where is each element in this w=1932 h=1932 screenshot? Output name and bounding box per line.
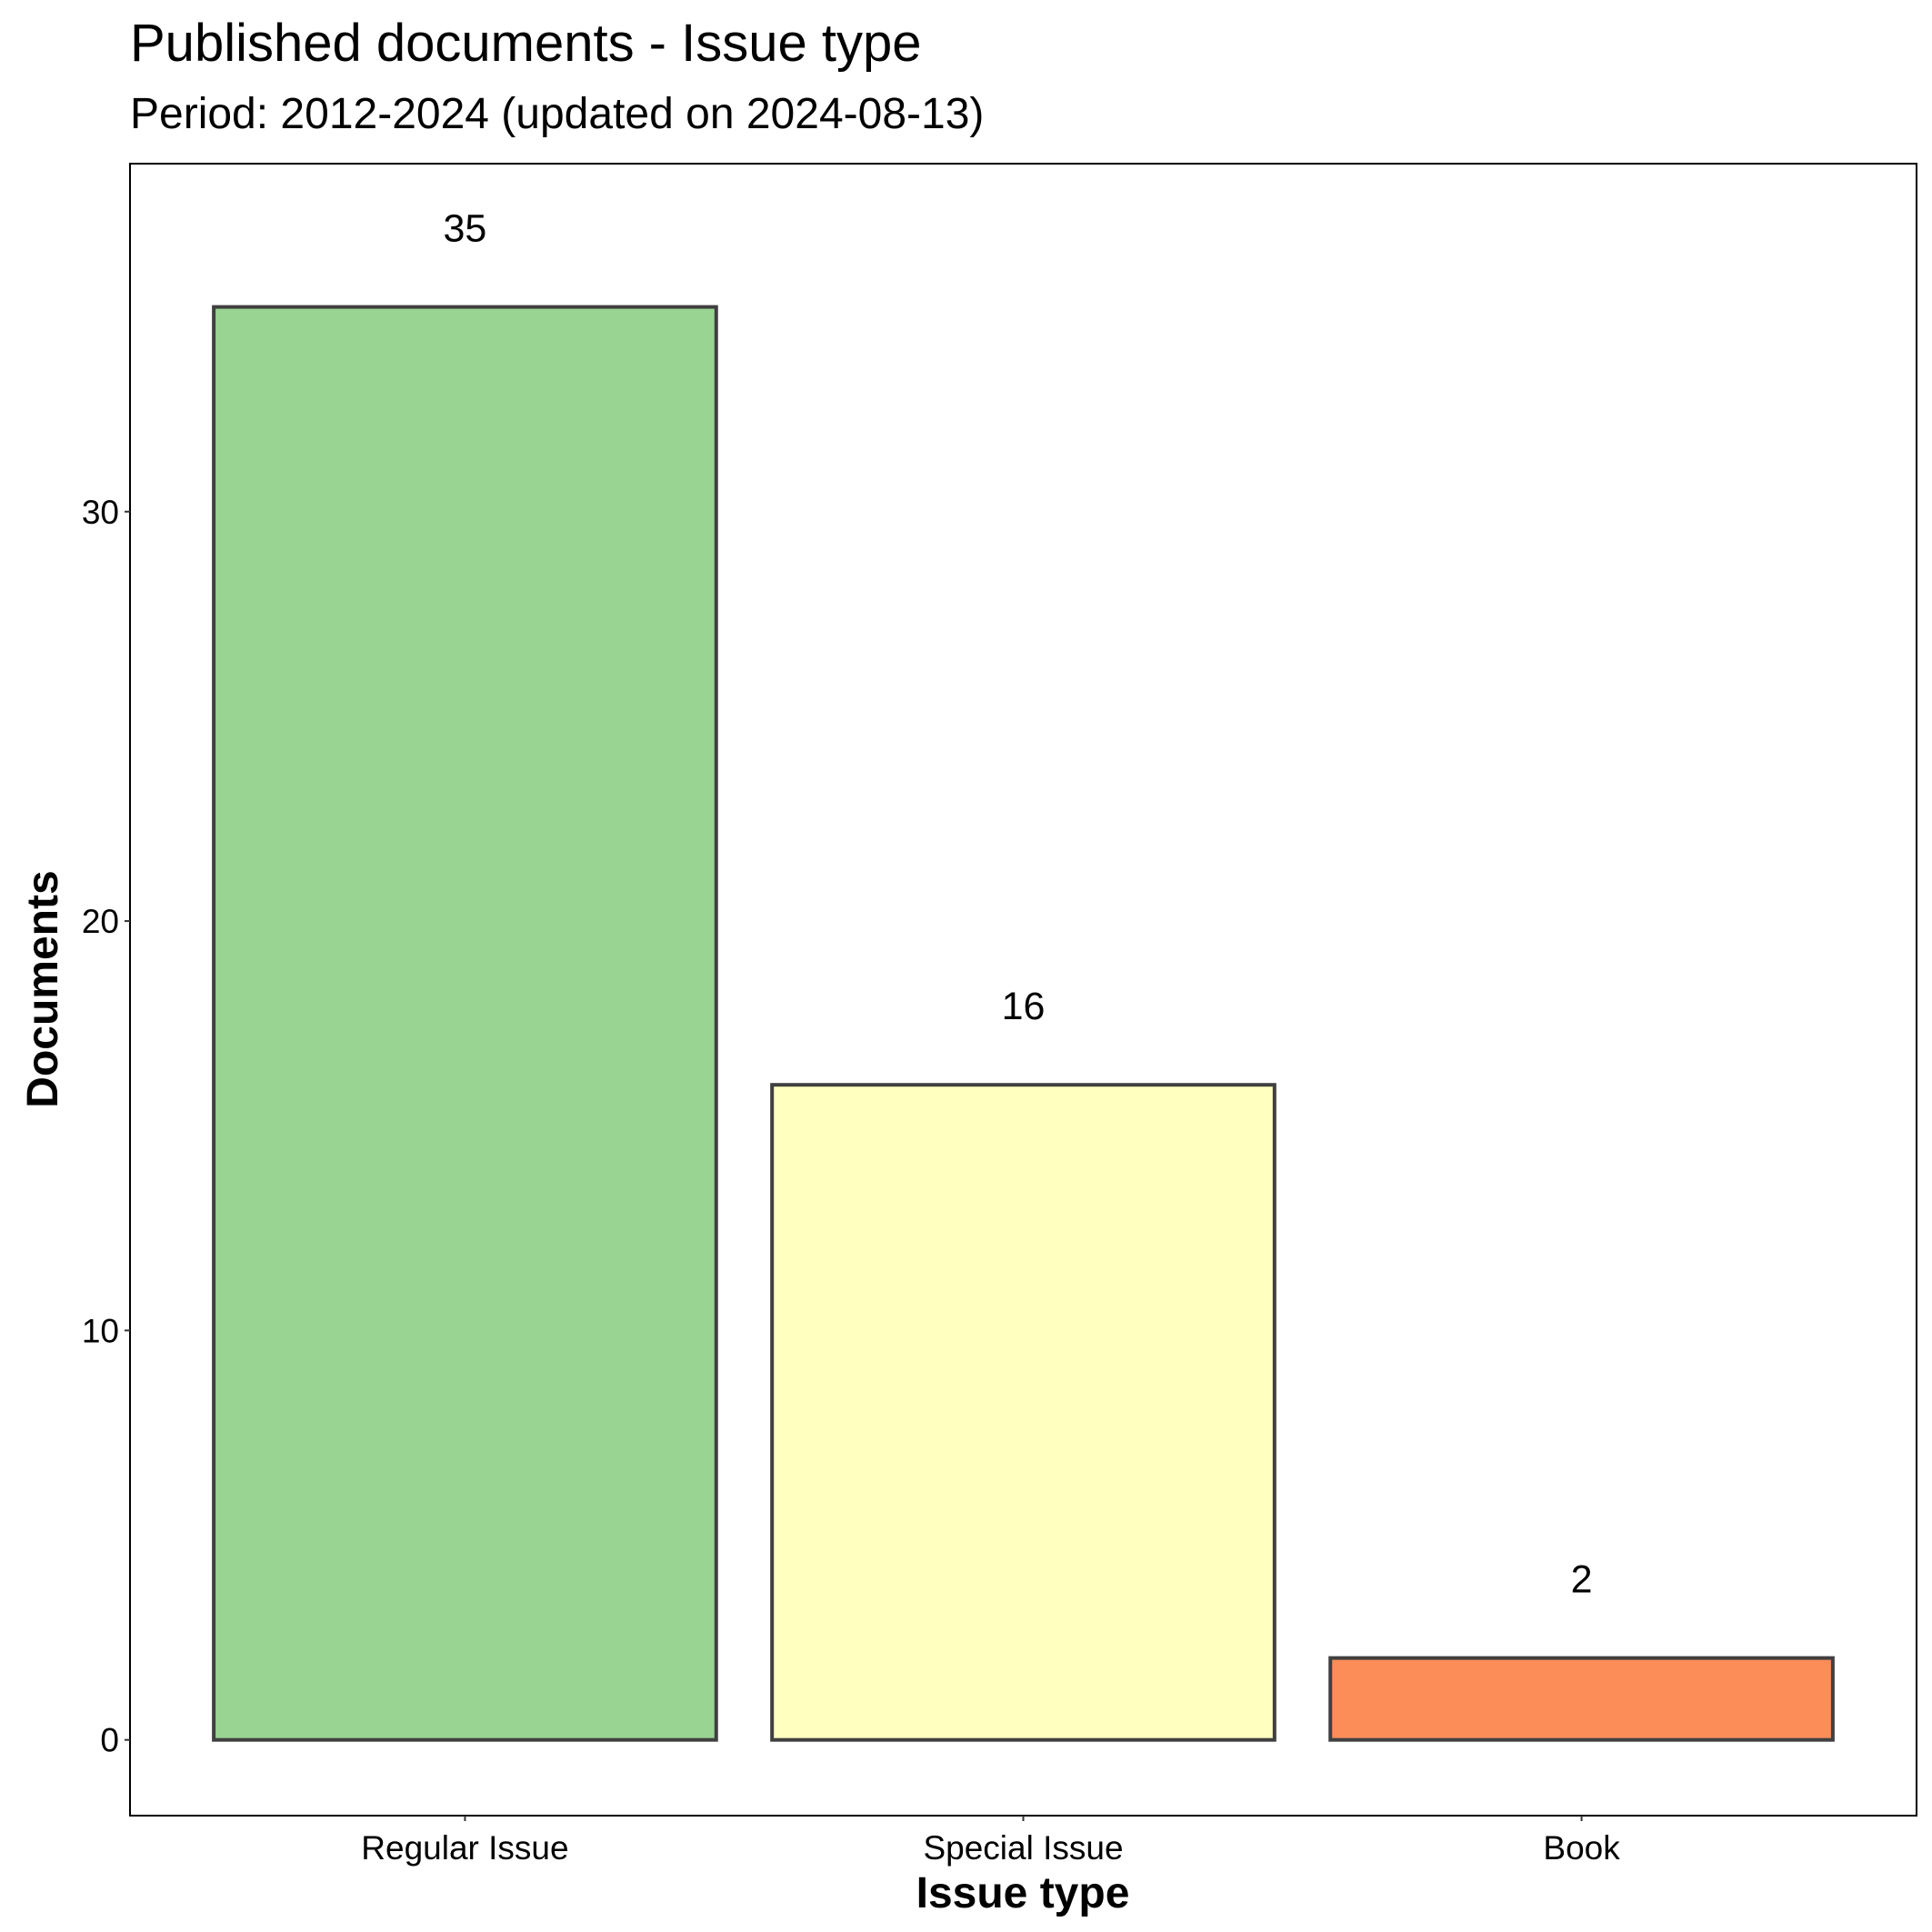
y-tick-label: 30 bbox=[82, 494, 119, 531]
y-tick-label: 0 bbox=[100, 1722, 119, 1759]
x-axis: Regular Issue Special Issue Book bbox=[361, 1816, 1620, 1867]
bars bbox=[212, 305, 1835, 1742]
data-labels: 35 16 2 bbox=[444, 207, 1593, 1602]
bar-value-label: 16 bbox=[1002, 985, 1046, 1028]
x-tick-label: Special Issue bbox=[923, 1829, 1123, 1867]
y-tick-label: 10 bbox=[82, 1312, 119, 1349]
bar bbox=[212, 305, 718, 1742]
bar-value-label: 2 bbox=[1571, 1558, 1593, 1602]
y-axis: 0 10 20 30 bbox=[82, 494, 130, 1759]
bar bbox=[770, 1083, 1276, 1742]
y-axis-title: Documents bbox=[19, 870, 67, 1107]
y-tick-label: 20 bbox=[82, 903, 119, 940]
x-tick-label: Book bbox=[1543, 1829, 1620, 1867]
chart-subtitle: Period: 2012-2024 (updated on 2024-08-13… bbox=[130, 90, 985, 138]
x-tick-label: Regular Issue bbox=[361, 1829, 568, 1867]
chart-title: Published documents - Issue type bbox=[130, 14, 922, 73]
bar bbox=[1328, 1656, 1835, 1742]
bar-value-label: 35 bbox=[444, 207, 487, 251]
x-axis-title: Issue type bbox=[916, 1869, 1130, 1917]
